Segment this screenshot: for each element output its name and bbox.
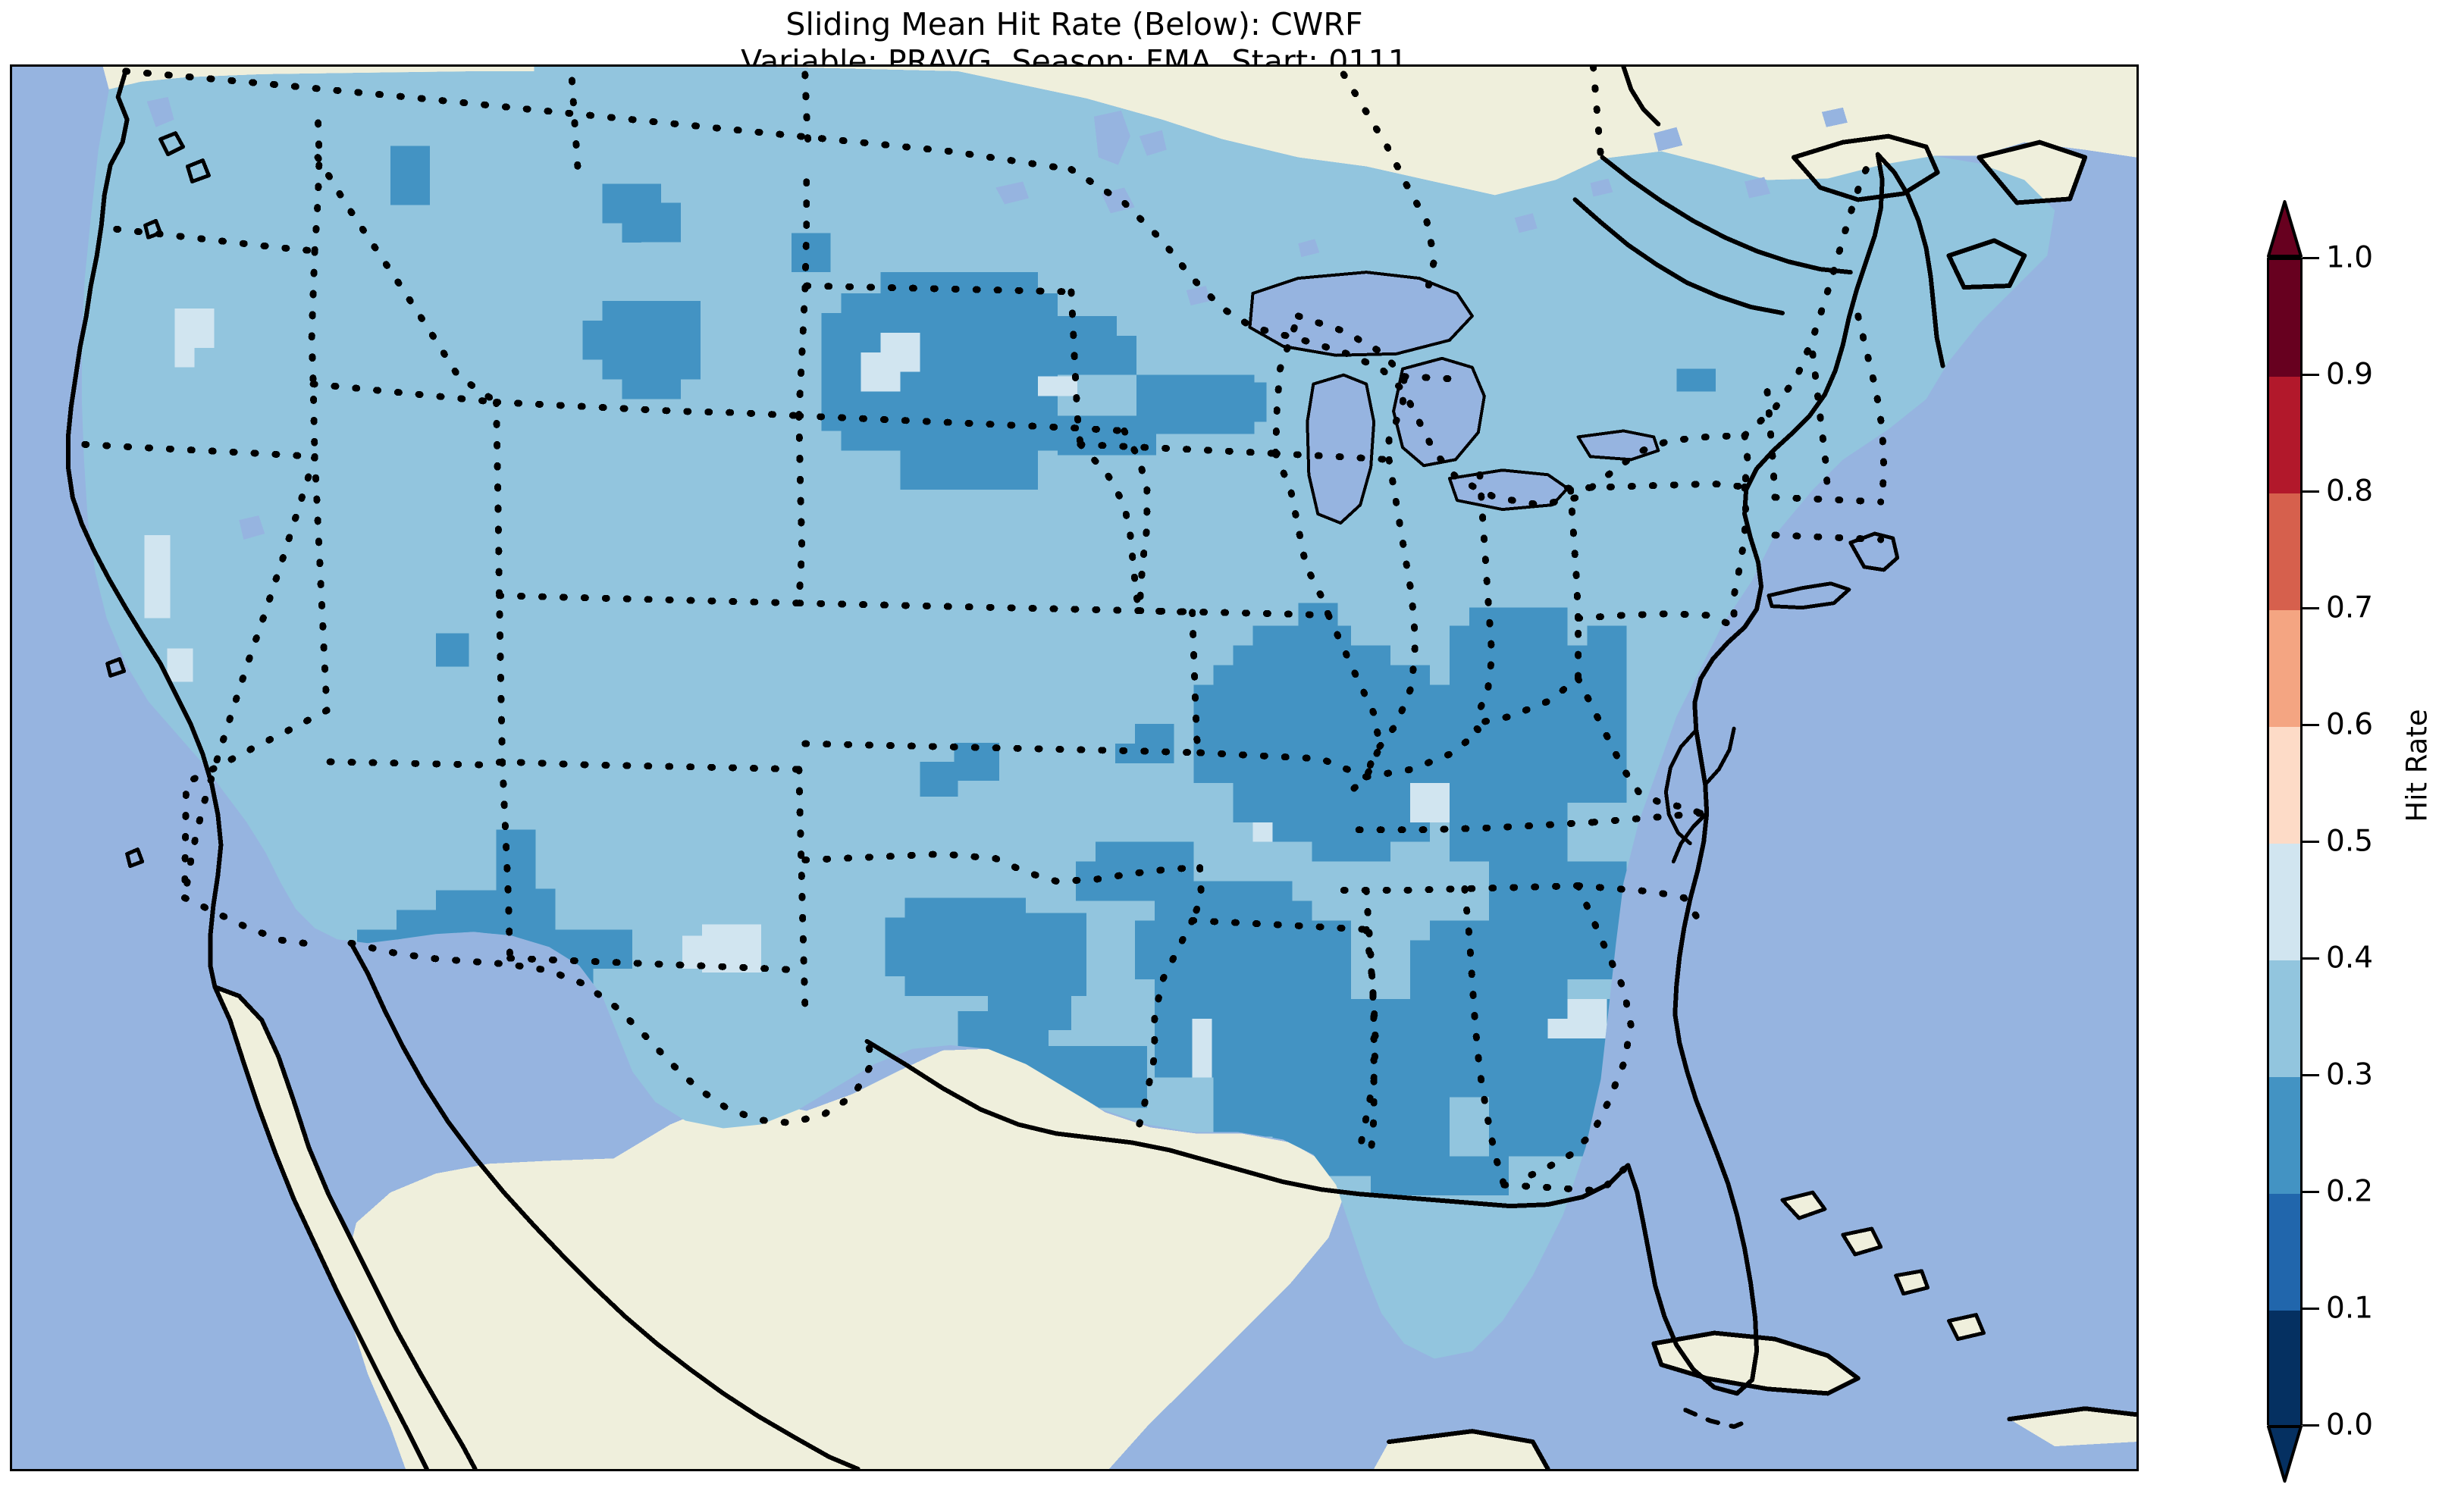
colorbar-tick-0.1	[2303, 1307, 2319, 1310]
colorbar-tick-0.8	[2303, 490, 2319, 493]
colorbar-extend-bottom-arrow	[2267, 1425, 2303, 1483]
colorbar-band-3	[2269, 610, 2300, 728]
colorbar-tick-label-0.3: 0.3	[2326, 1057, 2374, 1092]
colorbar-tick-label-0.4: 0.4	[2326, 941, 2374, 976]
colorbar-tick-0.5	[2303, 840, 2319, 843]
state-and-country-borders	[81, 67, 1888, 1195]
colorbar-band-6	[2269, 960, 2300, 1078]
data-cells-0.4-0.5	[144, 308, 1607, 1078]
colorbar-axis-label: Hit Rate	[2400, 709, 2434, 822]
colorbar: 1.0 0.9 0.8 0.7 0.6 0.5 0.4 0.3 0.2 0.1 0.0 Hit Ra…	[2244, 114, 2464, 1483]
colorbar-band-4	[2269, 727, 2300, 844]
colorbar-band-9	[2269, 1311, 2300, 1428]
colorbar-band-7	[2269, 1077, 2300, 1195]
colorbar-tick-label-0.6: 0.6	[2326, 707, 2374, 742]
colorbar-tick-0.7	[2303, 606, 2319, 609]
colorbar-band-2	[2269, 493, 2300, 611]
colorbar-tick-1.0	[2303, 256, 2319, 259]
colorbar-tick-label-1.0: 1.0	[2326, 240, 2374, 275]
map-panel	[10, 64, 2139, 1471]
colorbar-tick-0.3	[2303, 1073, 2319, 1076]
colorbar-band-0	[2269, 260, 2300, 377]
colorbar-tick-label-0.9: 0.9	[2326, 357, 2374, 392]
colorbar-tick-0.4	[2303, 957, 2319, 960]
colorbar-tick-0.6	[2303, 723, 2319, 726]
colorbar-tick-label-0.5: 0.5	[2326, 824, 2374, 859]
colorbar-tick-label-0.1: 0.1	[2326, 1291, 2374, 1326]
colorbar-tick-label-0.8: 0.8	[2326, 474, 2374, 509]
colorbar-tick-label-0.7: 0.7	[2326, 590, 2374, 625]
colorbar-band-1	[2269, 377, 2300, 494]
colorbar-tick-label-0.0: 0.0	[2326, 1408, 2374, 1442]
colorbar-tick-0.9	[2303, 373, 2319, 376]
colorbar-tick-label-0.2: 0.2	[2326, 1174, 2374, 1209]
colorbar-tick-0.0	[2303, 1424, 2319, 1427]
colorbar-tick-0.2	[2303, 1190, 2319, 1193]
colorbar-gradient	[2267, 258, 2303, 1428]
colorbar-band-5	[2269, 844, 2300, 961]
page-title: Sliding Mean Hit Rate (Below): CWRF Vari…	[0, 6, 2149, 80]
lakes	[146, 96, 1848, 540]
colorbar-band-8	[2269, 1194, 2300, 1311]
data-cells-0.2-0.3	[357, 146, 1716, 1359]
map-canvas	[12, 67, 2136, 1469]
title-line-1: Sliding Mean Hit Rate (Below): CWRF	[785, 6, 1363, 42]
coastlines	[65, 67, 2136, 1469]
colorbar-extend-top-arrow	[2267, 200, 2303, 258]
